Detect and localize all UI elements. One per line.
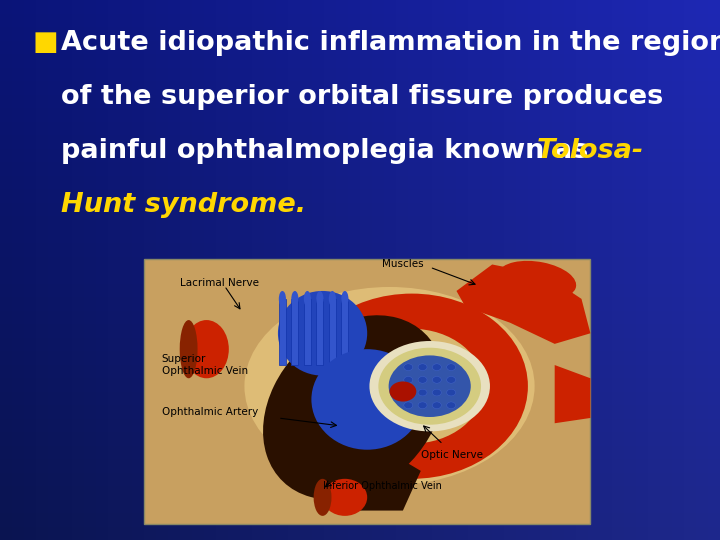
Ellipse shape <box>304 291 311 307</box>
Ellipse shape <box>279 291 286 307</box>
Bar <box>304 299 311 365</box>
Ellipse shape <box>296 294 528 479</box>
Ellipse shape <box>311 349 423 450</box>
Ellipse shape <box>180 320 197 378</box>
Circle shape <box>404 402 413 409</box>
Circle shape <box>418 364 427 370</box>
Circle shape <box>446 376 456 383</box>
Ellipse shape <box>323 479 367 516</box>
Text: of the superior orbital fissure produces: of the superior orbital fissure produces <box>61 84 663 110</box>
Polygon shape <box>554 365 590 423</box>
Bar <box>292 299 299 365</box>
Ellipse shape <box>329 291 336 307</box>
Ellipse shape <box>263 315 444 500</box>
Ellipse shape <box>340 329 484 444</box>
Ellipse shape <box>244 287 534 485</box>
Text: Acute idiopathic inflammation in the region: Acute idiopathic inflammation in the reg… <box>61 30 720 56</box>
Circle shape <box>433 389 441 396</box>
Ellipse shape <box>278 291 367 376</box>
Text: Muscles: Muscles <box>382 259 424 269</box>
Ellipse shape <box>341 291 348 307</box>
Text: ■: ■ <box>32 30 58 56</box>
Circle shape <box>390 381 416 402</box>
Polygon shape <box>456 265 590 344</box>
Circle shape <box>379 348 481 424</box>
Circle shape <box>404 389 413 396</box>
Ellipse shape <box>314 479 331 516</box>
Circle shape <box>418 402 427 409</box>
Text: Inferior Ophthalmic Vein: Inferior Ophthalmic Vein <box>323 482 441 491</box>
Text: Superior
Ophthalmic Vein: Superior Ophthalmic Vein <box>162 354 248 376</box>
Bar <box>329 299 336 365</box>
Circle shape <box>446 364 456 370</box>
Text: Hunt syndrome.: Hunt syndrome. <box>61 192 306 218</box>
Circle shape <box>433 364 441 370</box>
Circle shape <box>404 364 413 370</box>
Circle shape <box>418 389 427 396</box>
Circle shape <box>418 376 427 383</box>
Text: painful ophthalmoplegia known as: painful ophthalmoplegia known as <box>61 138 598 164</box>
Bar <box>341 299 348 365</box>
Circle shape <box>446 402 456 409</box>
Bar <box>316 299 323 365</box>
Bar <box>279 299 286 365</box>
Ellipse shape <box>316 291 323 307</box>
Text: Lacrimal Nerve: Lacrimal Nerve <box>180 278 258 288</box>
Circle shape <box>389 355 471 417</box>
Ellipse shape <box>498 261 576 300</box>
Circle shape <box>369 341 490 431</box>
Bar <box>144 259 590 524</box>
Polygon shape <box>314 444 420 511</box>
Circle shape <box>446 389 456 396</box>
Text: Ophthalmic Artery: Ophthalmic Artery <box>162 407 258 417</box>
Text: Tolosa-: Tolosa- <box>536 138 644 164</box>
Ellipse shape <box>184 320 229 378</box>
Text: Optic Nerve: Optic Nerve <box>420 450 483 460</box>
Circle shape <box>404 376 413 383</box>
Circle shape <box>433 402 441 409</box>
Ellipse shape <box>292 291 299 307</box>
Circle shape <box>433 376 441 383</box>
